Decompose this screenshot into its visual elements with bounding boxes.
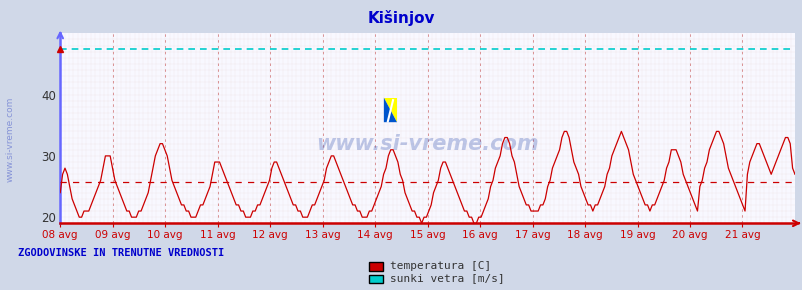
Text: www.si-vreme.com: www.si-vreme.com: [316, 133, 538, 153]
Text: temperatura [C]: temperatura [C]: [390, 261, 491, 271]
Polygon shape: [383, 98, 396, 122]
Text: sunki vetra [m/s]: sunki vetra [m/s]: [390, 273, 504, 283]
Text: www.si-vreme.com: www.si-vreme.com: [6, 97, 15, 182]
Text: Kišinjov: Kišinjov: [367, 10, 435, 26]
Text: ZGODOVINSKE IN TRENUTNE VREDNOSTI: ZGODOVINSKE IN TRENUTNE VREDNOSTI: [18, 248, 224, 258]
Polygon shape: [383, 98, 396, 122]
